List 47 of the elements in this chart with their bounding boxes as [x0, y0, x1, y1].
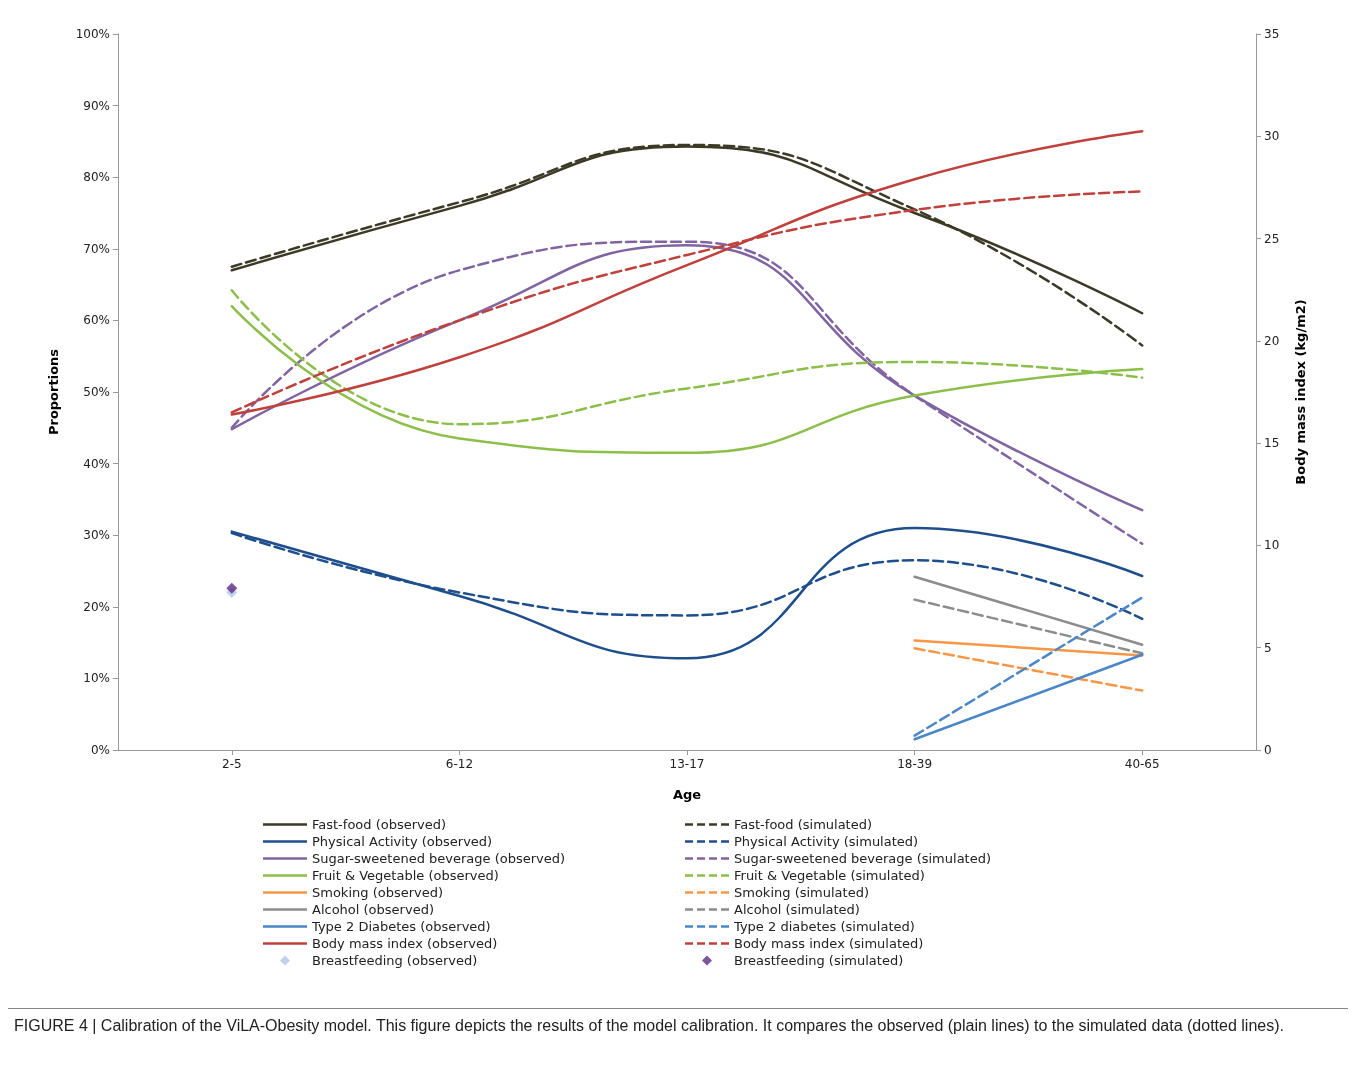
x-tick-label: 2-5: [222, 757, 242, 771]
legend-label: Sugar-sweetened beverage (simulated): [734, 851, 992, 866]
legend-label: Alcohol (simulated): [734, 902, 860, 917]
caption: FIGURE 4 | Calibration of the ViLA-Obesity model. This figure depicts the results of the model calibration. It compares the observed (plain lines) to the simulated data (dotted lines).: [8, 1008, 1348, 1043]
y2-tick-label: 10: [1264, 538, 1280, 553]
y-tick-label: 70%: [83, 241, 110, 256]
y-tick-label: 100%: [75, 27, 110, 41]
x-tick-label: 18-39: [897, 757, 933, 771]
line-series: [230, 143, 1144, 347]
x-axis-title: Age: [672, 787, 702, 802]
y-tick-label: 50%: [83, 385, 110, 399]
legend-label: Breastfeeding (simulated): [734, 953, 904, 968]
y2-tick-label: 0: [1264, 743, 1272, 757]
y-tick-label: 40%: [83, 456, 110, 471]
y2-tick-label: 20: [1264, 333, 1280, 348]
y-tick-label: 30%: [83, 528, 110, 543]
y2-tick-label: 15: [1264, 436, 1280, 451]
y2-tick-label: 5: [1264, 640, 1272, 655]
legend-label: Physical Activity (simulated): [734, 834, 919, 849]
x-tick-label: 6-12: [445, 757, 474, 771]
y-tick-label: 20%: [83, 599, 110, 614]
legend-label: Body mass index (observed): [312, 936, 498, 951]
legend-label: Fast-food (simulated): [734, 817, 873, 832]
legend-label: Fruit & Vegetable (observed): [312, 868, 499, 883]
legend-label: Type 2 diabetes (simulated): [733, 919, 915, 934]
y-tick-label: 80%: [83, 170, 110, 185]
y-tick-label: 60%: [83, 313, 110, 328]
y2-tick-label: 25: [1264, 231, 1280, 246]
legend-label: Alcohol (observed): [312, 902, 434, 917]
legend-label: Sugar-sweetened beverage (observed): [312, 851, 566, 866]
y-tick-label: 10%: [83, 671, 110, 686]
legend-label: Breastfeeding (observed): [312, 953, 478, 968]
legend-label: Type 2 Diabetes (observed): [311, 919, 491, 934]
legend-label: Physical Activity (observed): [312, 834, 493, 849]
y-axis-title: Proportions: [46, 348, 61, 436]
y2-axis-title: Body mass index (kg/m2): [1293, 299, 1308, 485]
x-tick-label: 40-65: [1124, 757, 1160, 771]
y2-tick-label: 35: [1264, 27, 1280, 41]
x-tick-label: 13-17: [669, 757, 705, 771]
y2-tick-label: 30: [1264, 129, 1280, 144]
legend-label: Fruit & Vegetable (simulated): [734, 868, 925, 883]
legend-label: Fast-food (observed): [312, 817, 447, 832]
legend-label: Body mass index (simulated): [734, 936, 924, 951]
legend-label: Smoking (observed): [312, 885, 444, 900]
legend-label: Smoking (simulated): [734, 885, 869, 900]
y-tick-label: 90%: [83, 98, 110, 113]
y-tick-label: 0%: [90, 743, 110, 757]
